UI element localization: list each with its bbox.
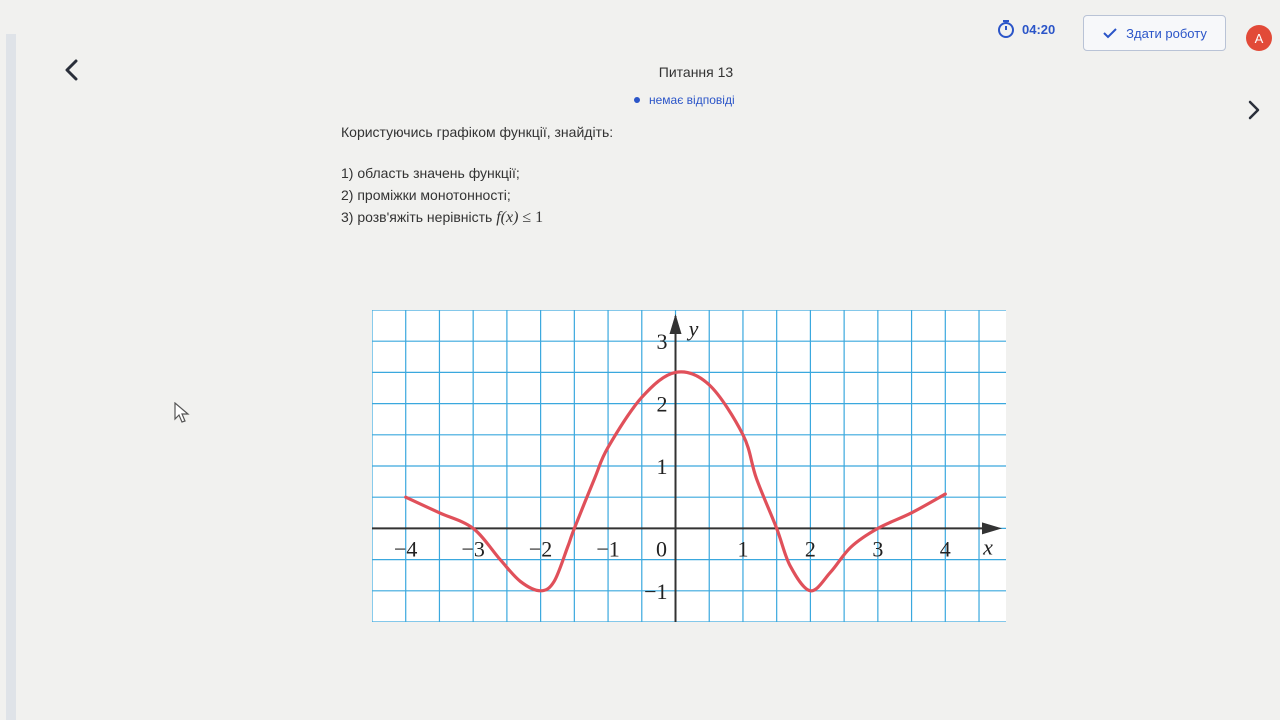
question-item-3: 3) розв'яжіть нерівність f(x) ≤ 1 <box>341 206 613 229</box>
x-tick-label: −4 <box>394 536 417 561</box>
y-tick-label: 2 <box>657 392 668 417</box>
y-axis-arrow <box>669 314 682 334</box>
x-tick-label: −2 <box>529 536 552 561</box>
question-item-3-text: 3) розв'яжіть нерівність <box>341 209 493 225</box>
chevron-right-icon <box>1248 100 1260 120</box>
x-axis-arrow <box>982 522 1002 535</box>
timer: 04:20 <box>996 18 1055 40</box>
function-graph-svg: −4 −3 −2 −1 0 1 2 3 4 3 2 1 −1 x y <box>371 309 1006 623</box>
x-tick-label: −3 <box>461 536 484 561</box>
answer-status: немає відповіді <box>634 93 735 107</box>
status-text: немає відповіді <box>649 93 735 107</box>
question-intro: Користуючись графіком функції, знайдіть: <box>341 124 614 140</box>
mouse-pointer-icon <box>174 401 190 429</box>
status-dot <box>634 97 640 103</box>
timer-value: 04:20 <box>1022 21 1056 37</box>
x-tick-label: 0 <box>656 536 667 561</box>
x-tick-label: 3 <box>872 536 883 561</box>
x-tick-label: 1 <box>737 536 748 561</box>
x-tick-label: 4 <box>940 536 951 561</box>
y-tick-label: 1 <box>657 454 668 479</box>
left-scroll-rail <box>6 34 16 720</box>
function-curve <box>404 370 947 593</box>
function-graph: −4 −3 −2 −1 0 1 2 3 4 3 2 1 −1 x y <box>371 309 1006 623</box>
inequality-fx: f(x) <box>496 209 519 226</box>
submit-work-button[interactable]: Здати роботу <box>1083 15 1226 51</box>
y-tick-label: 3 <box>657 329 668 354</box>
x-tick-label: 2 <box>805 536 816 561</box>
inequality-relation: ≤ 1 <box>522 209 544 226</box>
question-item-1: 1) область значень функції; <box>341 165 520 181</box>
stopwatch-icon <box>998 20 1014 38</box>
back-button[interactable] <box>58 56 86 84</box>
next-question-button[interactable] <box>1240 96 1268 124</box>
y-tick-label: −1 <box>644 579 667 604</box>
chevron-left-icon <box>65 59 78 81</box>
y-axis-label: y <box>687 316 699 341</box>
question-item-2: 2) проміжки монотонності; <box>341 187 511 203</box>
question-body: Користуючись графіком функції, знайдіть:… <box>341 124 613 229</box>
x-axis-label: x <box>982 534 993 559</box>
x-tick-label: −1 <box>596 536 619 561</box>
avatar[interactable]: A <box>1246 25 1272 51</box>
checkmark-icon <box>1103 28 1117 39</box>
submit-label: Здати роботу <box>1126 25 1207 41</box>
question-title: Питання 13 <box>658 64 734 80</box>
